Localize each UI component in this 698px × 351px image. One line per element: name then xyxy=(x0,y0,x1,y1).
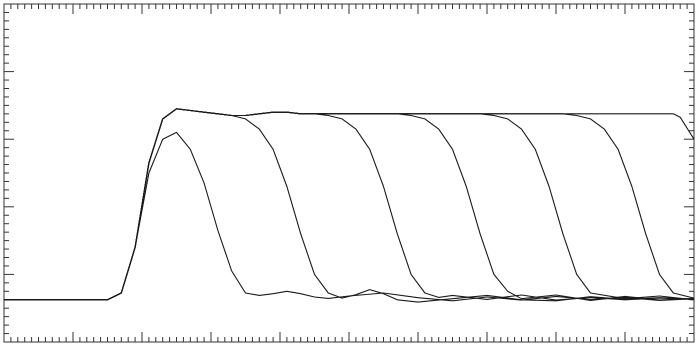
axis-ticks xyxy=(3,3,695,343)
series-line-1 xyxy=(4,131,695,302)
series-line-7 xyxy=(4,108,695,301)
plot-frame xyxy=(3,3,695,343)
series-group xyxy=(4,108,695,303)
